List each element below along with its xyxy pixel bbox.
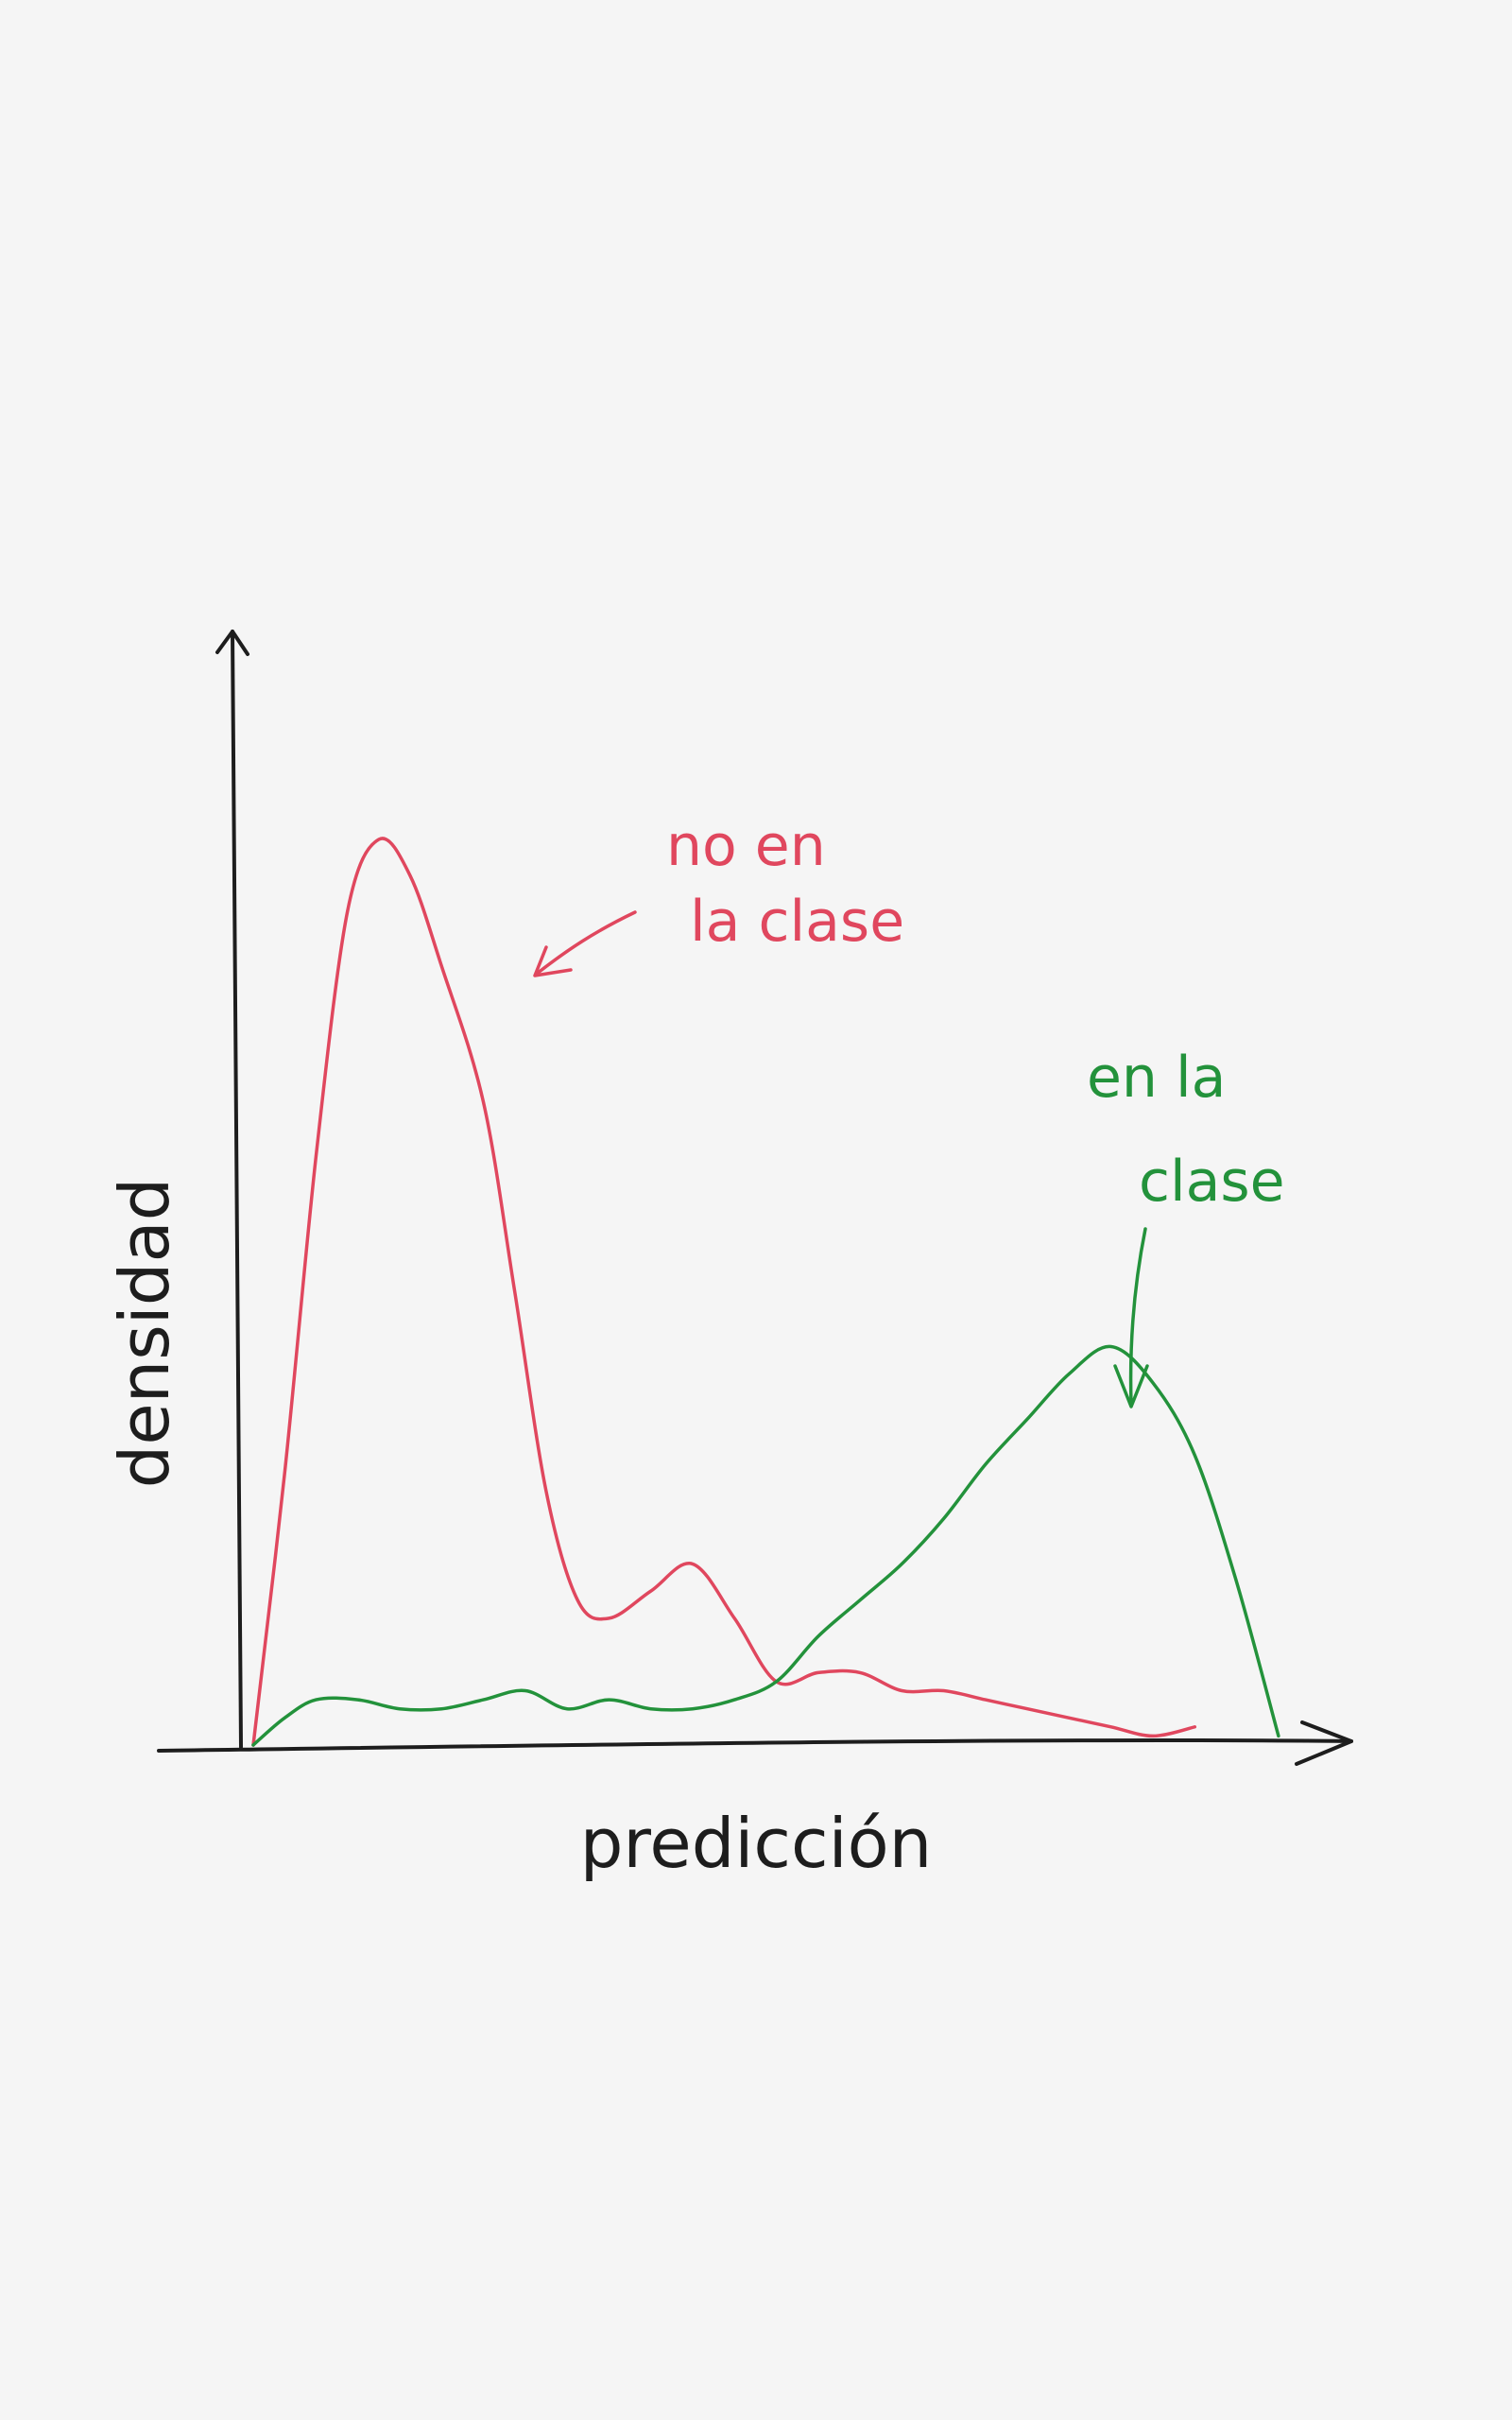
red-annotation-arrow	[535, 910, 637, 976]
green-annotation-line2: clase	[1139, 1149, 1285, 1215]
red-annotation-line1: no en	[666, 813, 826, 879]
x-axis-label: predicción	[580, 1804, 933, 1883]
red-annotation-arrowhead	[533, 945, 573, 977]
x-axis	[157, 1737, 1353, 1753]
y-axis	[231, 630, 243, 1749]
y-axis-arrowhead	[215, 630, 249, 656]
x-axis-arrowhead	[1295, 1720, 1353, 1766]
series-line-en-la-clase	[251, 1344, 1280, 1747]
green-annotation-arrowhead	[1113, 1364, 1149, 1409]
green-annotation-line1: en la	[1087, 1045, 1226, 1111]
red-annotation-line2: la clase	[690, 889, 904, 955]
green-annotation-arrow	[1128, 1227, 1147, 1406]
series-layer	[251, 837, 1280, 1747]
series-line-no-en-la-clase	[251, 837, 1197, 1747]
y-axis-label: densidad	[105, 1178, 184, 1489]
